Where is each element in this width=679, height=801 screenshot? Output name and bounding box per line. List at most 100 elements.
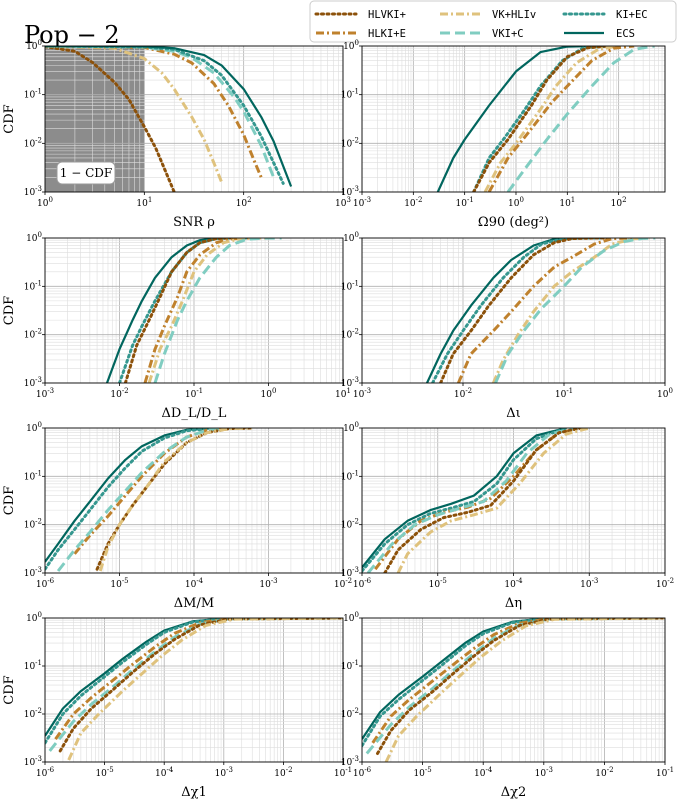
x-tick-label: 10-6 [353, 577, 372, 590]
grid [45, 238, 343, 383]
panel-snr: 100 101 102 103 10-3 10-2 10-1 100 SNR ρ CDF 1 − C… [2, 39, 351, 230]
panel-eta: 10-6 10-5 10-4 10-3 10-2 10-3 10-2 10-1 100 Δη [341, 421, 674, 611]
x-tick-label: 101 [136, 196, 152, 209]
axes-frame [44, 617, 344, 763]
x-tick-label: 10-3 [353, 387, 371, 400]
series-line-ECS [45, 46, 293, 187]
axes-frame [361, 237, 666, 384]
grid [362, 618, 665, 762]
x-tick-label: 10-3 [36, 387, 54, 400]
x-tick-label: 10-5 [413, 766, 431, 779]
y-tick-label: 10-3 [24, 185, 42, 198]
y-tick-label: 10-1 [341, 88, 359, 101]
y-tick-label: 10-3 [24, 755, 42, 768]
series-line-KI+EC [45, 428, 218, 571]
series-line-HLVKI+ [45, 46, 176, 192]
y-tick-label: 10-2 [24, 328, 42, 341]
y-tick-label: 10-3 [341, 566, 359, 579]
series-line-VK+HLIv [98, 428, 253, 572]
x-tick-label: 10-4 [185, 577, 204, 590]
series-line-VK+HLIv [67, 618, 343, 761]
y-tick-label: 10-3 [24, 376, 42, 389]
series-line-KI+EC [362, 618, 665, 748]
panel-omega: 10-3 10-2 10-1 100 101 102 10-3 10-2 10-1 100 Ω90 … [341, 39, 666, 230]
x-tick-label: 10-3 [535, 766, 553, 779]
panel-dl: 10-3 10-2 10-1 100 101 10-3 10-2 10-1 100 ΔD_L/D_… [2, 231, 351, 421]
x-tick-label: 10-1 [456, 196, 474, 209]
legend-label-ECS: ECS [616, 28, 635, 40]
series-line-VKI+C [153, 238, 282, 383]
y-tick-label: 100 [343, 39, 359, 52]
legend-label-VK+HLIv: VK+HLIv [492, 9, 536, 21]
x-axis-label: Δχ1 [181, 785, 207, 800]
y-tick-label: 100 [343, 611, 359, 624]
panel-mc: 10-6 10-5 10-4 10-3 10-2 10-3 10-2 10-1 100 ΔM/M C… [2, 421, 352, 611]
x-tick-label: 10-4 [504, 577, 523, 590]
y-axis-label: CDF [2, 296, 17, 325]
axes-frame [44, 45, 344, 193]
x-tick-label: 10-3 [215, 766, 233, 779]
y-tick-label: 10-3 [341, 376, 359, 389]
x-tick-label: 10-3 [259, 577, 277, 590]
x-axis-label: Δχ2 [501, 785, 527, 800]
series-line-HLVKI+ [383, 428, 584, 573]
x-tick-label: 100 [657, 387, 673, 400]
series-line-ECS [45, 428, 217, 563]
x-tick-label: 10-6 [36, 766, 55, 779]
y-tick-label: 10-1 [341, 659, 359, 672]
y-axis-label: CDF [2, 486, 17, 515]
series-line-HLVKI+ [123, 238, 248, 383]
series-line-ECS [45, 618, 343, 737]
x-tick-label: 10-6 [353, 766, 372, 779]
series-line-HLVKI+ [472, 46, 609, 192]
series-line-ECS [362, 618, 665, 740]
x-tick-label: 10-1 [656, 766, 674, 779]
x-tick-label: 101 [559, 196, 575, 209]
series-line-HLVKI+ [376, 618, 665, 755]
y-tick-label: 10-1 [341, 279, 359, 292]
x-tick-label: 10-6 [36, 577, 55, 590]
grid [362, 46, 665, 192]
y-tick-label: 10-1 [24, 88, 42, 101]
y-tick-label: 100 [343, 421, 359, 434]
x-axis-label: ΔM/M [174, 596, 214, 611]
x-tick-label: 100 [261, 387, 277, 400]
x-tick-label: 10-5 [429, 577, 447, 590]
x-tick-label: 10-2 [404, 196, 422, 209]
series-line-HLKI+E [371, 618, 665, 744]
y-tick-label: 10-1 [24, 469, 42, 482]
series-line-HLVKI+ [439, 238, 614, 383]
series-line-HLVKI+ [58, 618, 343, 753]
x-tick-label: 10-4 [155, 766, 174, 779]
x-tick-label: 10-1 [185, 387, 203, 400]
panel-chi2: 10-6 10-5 10-4 10-3 10-2 10-1 10-3 10-2 10-1 100 Δ… [341, 611, 674, 800]
legend-label-VKI+C: VKI+C [492, 28, 524, 40]
x-axis-label: SNR ρ [173, 215, 215, 230]
y-tick-label: 10-2 [341, 328, 359, 341]
figure-title: Pop − 2 [24, 21, 120, 49]
panel-iota: 10-3 10-2 10-1 100 10-3 10-2 10-1 100 Δι [341, 231, 673, 421]
y-axis-label: CDF [2, 675, 17, 704]
series-line-ECS [436, 46, 592, 192]
series-line-ECS [362, 428, 567, 569]
y-tick-label: 10-2 [24, 707, 42, 720]
y-tick-label: 100 [343, 231, 359, 244]
x-tick-label: 10-2 [454, 387, 472, 400]
series-line-HLKI+E [45, 46, 263, 178]
x-tick-label: 102 [611, 196, 627, 209]
x-axis-label: ΔD_L/D_L [162, 406, 227, 421]
y-tick-label: 10-2 [24, 136, 42, 149]
x-tick-label: 101 [335, 387, 351, 400]
x-tick-label: 10-5 [95, 766, 113, 779]
series-line-VKI+C [366, 428, 578, 573]
series-line-VKI+C [56, 428, 230, 572]
series-line-VKI+C [494, 238, 656, 383]
series-line-KI+EC [362, 428, 568, 573]
x-tick-label: 10-2 [334, 577, 352, 590]
series-line-VK+HLIv [45, 46, 223, 183]
x-tick-label: 10-2 [274, 766, 292, 779]
legend-label-HLVKI+: HLVKI+ [368, 9, 406, 21]
y-tick-label: 10-2 [341, 518, 359, 531]
